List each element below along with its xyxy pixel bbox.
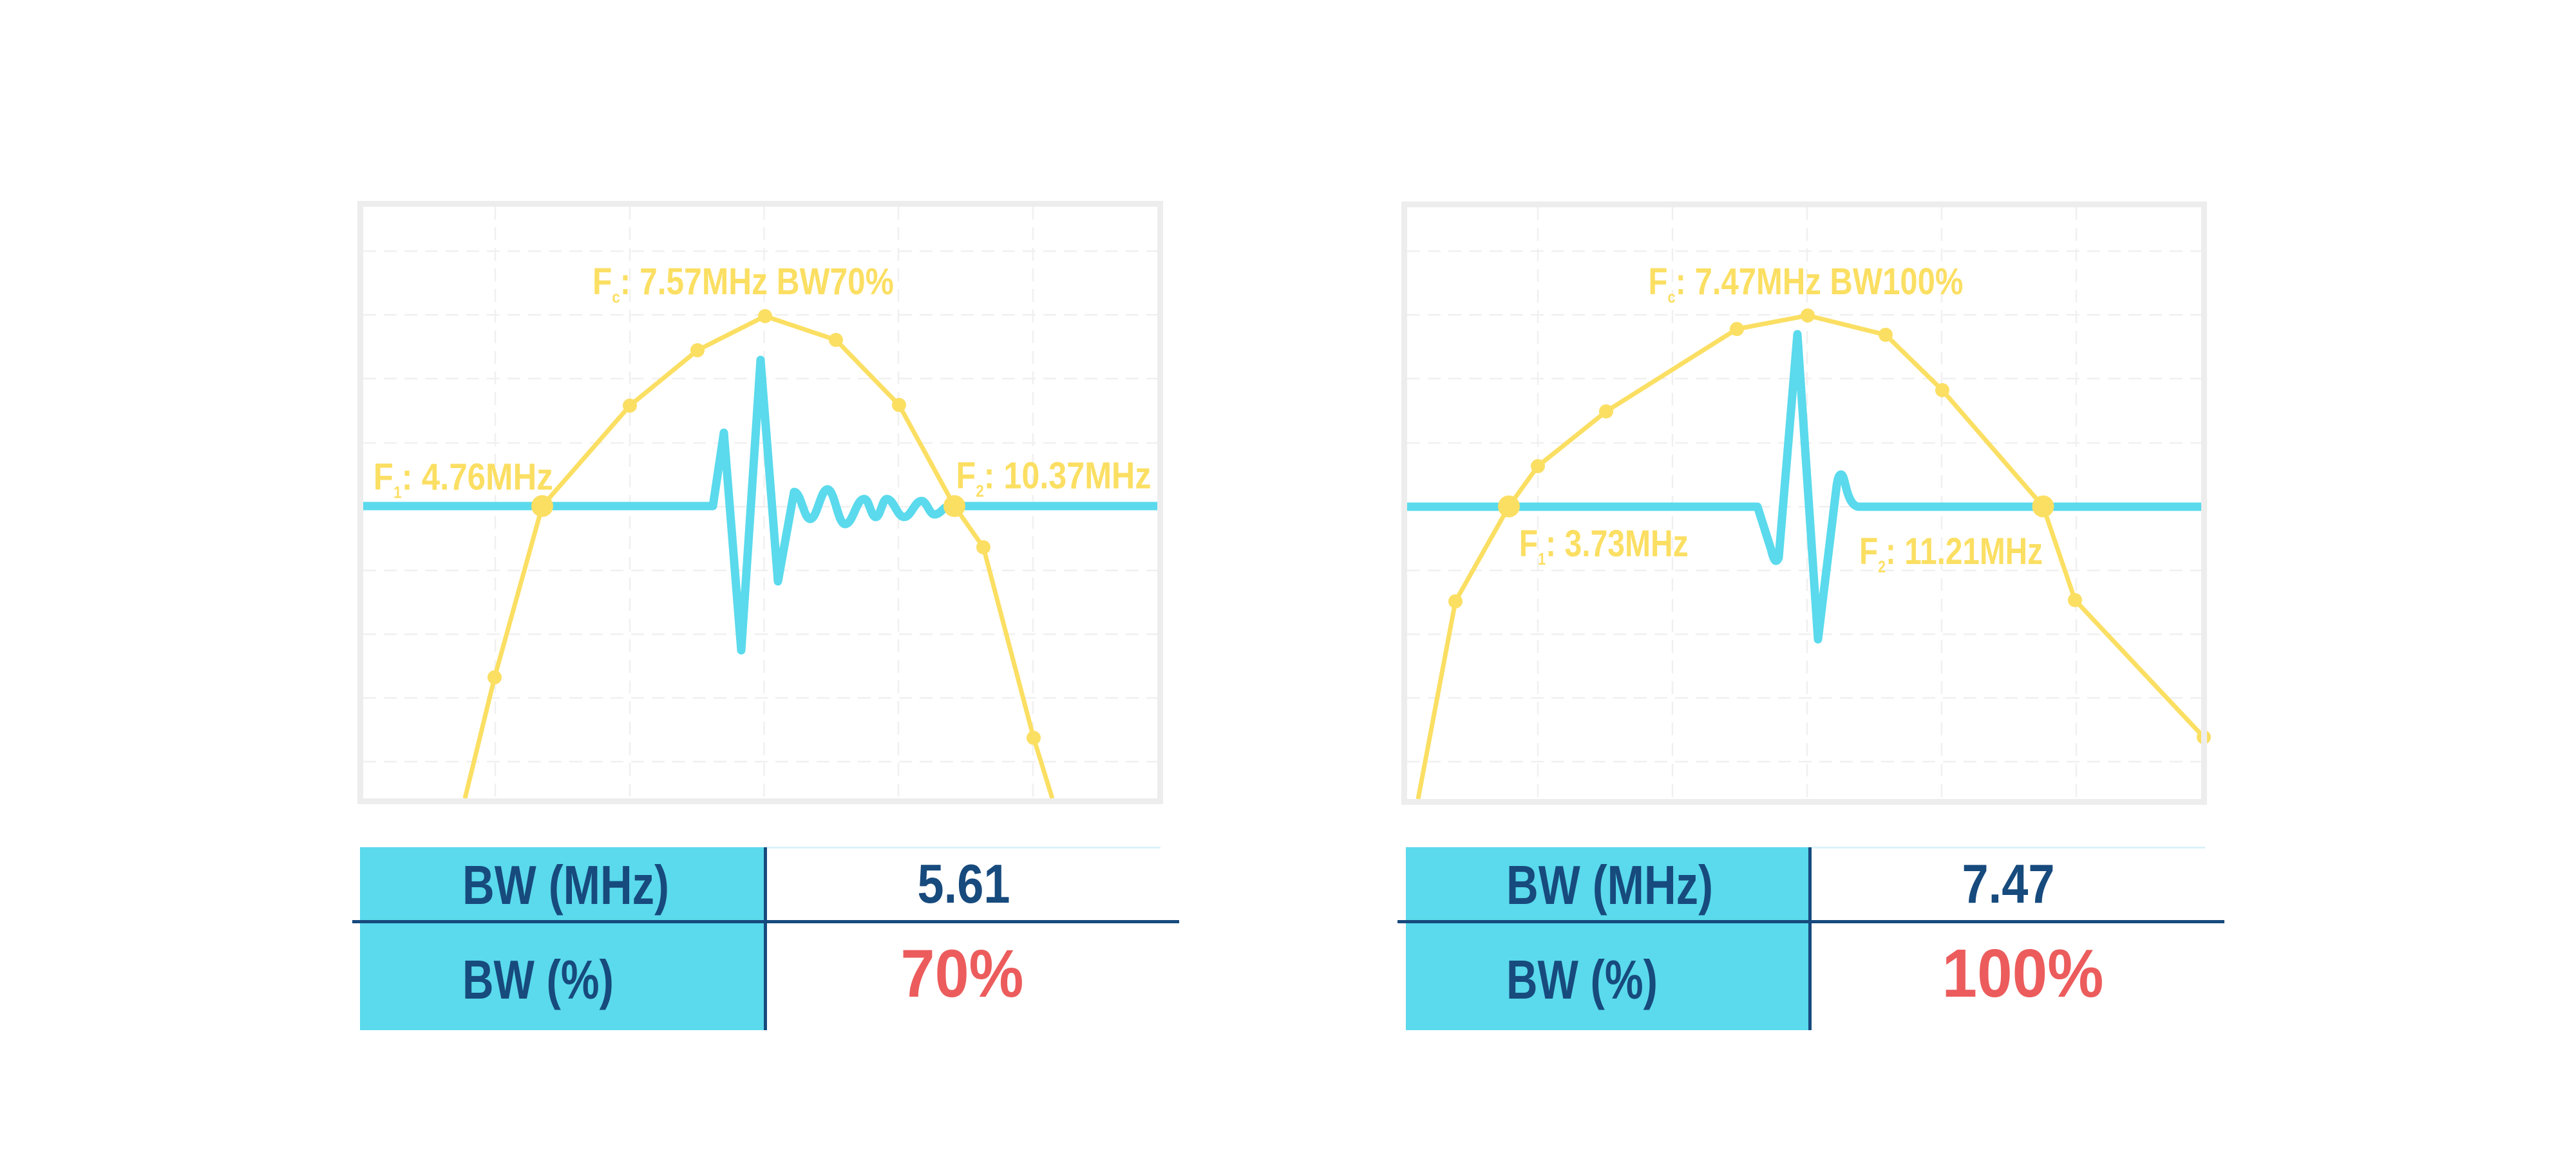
svg-text:F2: 10.37MHz: F2: 10.37MHz [956,455,1151,501]
svg-text:BW (%): BW (%) [1506,950,1658,1011]
svg-text:BW (%): BW (%) [462,950,614,1011]
svg-text:Fc: 7.47MHz BW100%: Fc: 7.47MHz BW100% [1649,261,1964,306]
svg-text:7.47: 7.47 [1962,854,2055,915]
svg-text:F1: 3.73MHz: F1: 3.73MHz [1519,523,1689,569]
svg-text:F2: 11.21MHz: F2: 11.21MHz [1859,531,2043,576]
svg-text:70%: 70% [901,936,1024,1011]
svg-text:5.61: 5.61 [918,854,1010,915]
svg-text:Fc: 7.57MHz BW70%: Fc: 7.57MHz BW70% [592,261,894,306]
svg-text:BW (MHz): BW (MHz) [462,855,669,916]
svg-text:100%: 100% [1942,936,2104,1011]
svg-text:F1: 4.76MHz: F1: 4.76MHz [374,456,553,502]
svg-text:BW (MHz): BW (MHz) [1506,855,1713,916]
